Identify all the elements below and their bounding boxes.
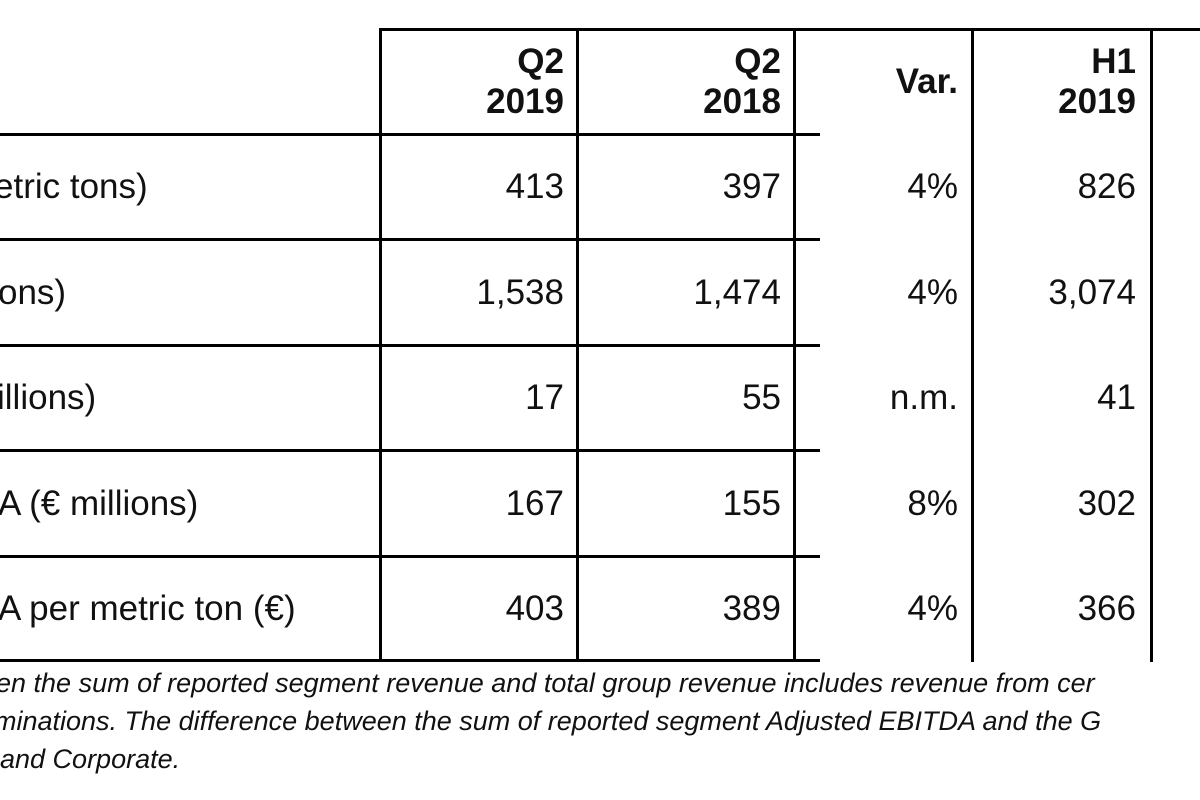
row-divider — [0, 133, 820, 136]
table-cell: 4% — [907, 272, 958, 312]
row-label: illions) — [0, 347, 378, 449]
header-line: 2019 — [486, 82, 564, 121]
table-cell: n.m. — [889, 378, 958, 417]
table-cell: 389 — [722, 588, 781, 628]
column-header-h1-2019: H1 2019 — [974, 31, 1136, 133]
table-cell: 8% — [907, 483, 958, 523]
row-divider — [0, 555, 820, 558]
column-divider — [576, 28, 579, 662]
footnote-line: en the sum of reported segment revenue a… — [0, 668, 1095, 698]
table-cell: 167 — [505, 483, 564, 523]
column-divider — [379, 28, 382, 662]
column-divider — [971, 28, 974, 662]
column-header-q2-2018: Q2 2018 — [579, 31, 781, 133]
footnote-line: and Corporate. — [0, 744, 181, 774]
row-label-text: etric tons) — [0, 167, 148, 206]
table-cell: 17 — [525, 378, 564, 417]
column-header-q2-2019: Q2 2019 — [382, 31, 564, 133]
column-divider — [793, 28, 796, 662]
table-cell: 403 — [505, 588, 564, 628]
row-label: A (€ millions) — [0, 452, 378, 555]
header-line: Q2 — [734, 42, 781, 81]
row-label: etric tons) — [0, 136, 378, 238]
table-cell: 397 — [722, 167, 781, 206]
row-label-text: illions) — [0, 378, 97, 417]
row-label: A per metric ton (€) — [0, 558, 378, 659]
header-line: 2019 — [1058, 82, 1136, 121]
row-label-text: A per metric ton (€) — [0, 588, 296, 628]
footnote-line: minations. The difference between the su… — [0, 706, 1102, 736]
table-top-border — [380, 28, 1200, 31]
table-cell: 41 — [1097, 378, 1136, 417]
table-cell: 155 — [722, 483, 781, 523]
column-header-var: Var. — [796, 31, 958, 133]
row-divider — [0, 344, 820, 347]
table-cell: 366 — [1077, 588, 1136, 628]
header-line: 2018 — [703, 82, 781, 121]
table-cell: 4% — [907, 167, 958, 206]
footnote: en the sum of reported segment revenue a… — [0, 664, 1200, 778]
table-cell: 4% — [907, 588, 958, 628]
table-cell: 1,538 — [476, 272, 564, 312]
row-divider — [0, 238, 820, 241]
table-cell: 413 — [505, 167, 564, 206]
header-line: Var. — [895, 62, 958, 101]
header-line: H1 — [1091, 42, 1136, 81]
table-bottom-border — [0, 659, 820, 662]
table-cell: 1,474 — [693, 272, 781, 312]
row-label-text: ons) — [0, 272, 67, 312]
column-divider — [1150, 28, 1153, 662]
row-divider — [0, 449, 820, 452]
table-cell: 55 — [742, 378, 781, 417]
row-label-text: A (€ millions) — [0, 483, 199, 523]
table-cell: 3,074 — [1048, 272, 1136, 312]
row-label: ons) — [0, 241, 378, 344]
table-cell: 826 — [1077, 167, 1136, 206]
header-line: Q2 — [517, 42, 564, 81]
table-cell: 302 — [1077, 483, 1136, 523]
